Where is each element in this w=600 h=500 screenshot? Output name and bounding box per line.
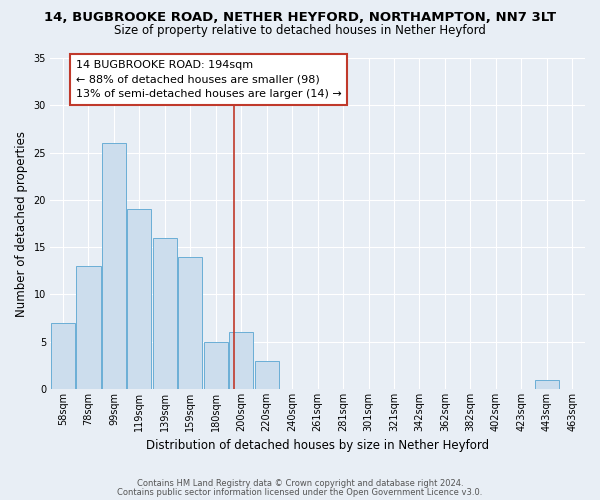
Bar — [229, 332, 253, 389]
Y-axis label: Number of detached properties: Number of detached properties — [15, 130, 28, 316]
X-axis label: Distribution of detached houses by size in Nether Heyford: Distribution of detached houses by size … — [146, 440, 489, 452]
Text: Contains HM Land Registry data © Crown copyright and database right 2024.: Contains HM Land Registry data © Crown c… — [137, 479, 463, 488]
Bar — [102, 143, 126, 389]
Bar — [51, 323, 75, 389]
Text: 14 BUGBROOKE ROAD: 194sqm
← 88% of detached houses are smaller (98)
13% of semi-: 14 BUGBROOKE ROAD: 194sqm ← 88% of detac… — [76, 60, 341, 100]
Bar — [203, 342, 228, 389]
Bar — [535, 380, 559, 389]
Bar — [76, 266, 101, 389]
Text: Contains public sector information licensed under the Open Government Licence v3: Contains public sector information licen… — [118, 488, 482, 497]
Bar — [254, 360, 279, 389]
Bar — [127, 210, 151, 389]
Bar — [178, 256, 202, 389]
Bar — [153, 238, 177, 389]
Text: 14, BUGBROOKE ROAD, NETHER HEYFORD, NORTHAMPTON, NN7 3LT: 14, BUGBROOKE ROAD, NETHER HEYFORD, NORT… — [44, 11, 556, 24]
Text: Size of property relative to detached houses in Nether Heyford: Size of property relative to detached ho… — [114, 24, 486, 37]
